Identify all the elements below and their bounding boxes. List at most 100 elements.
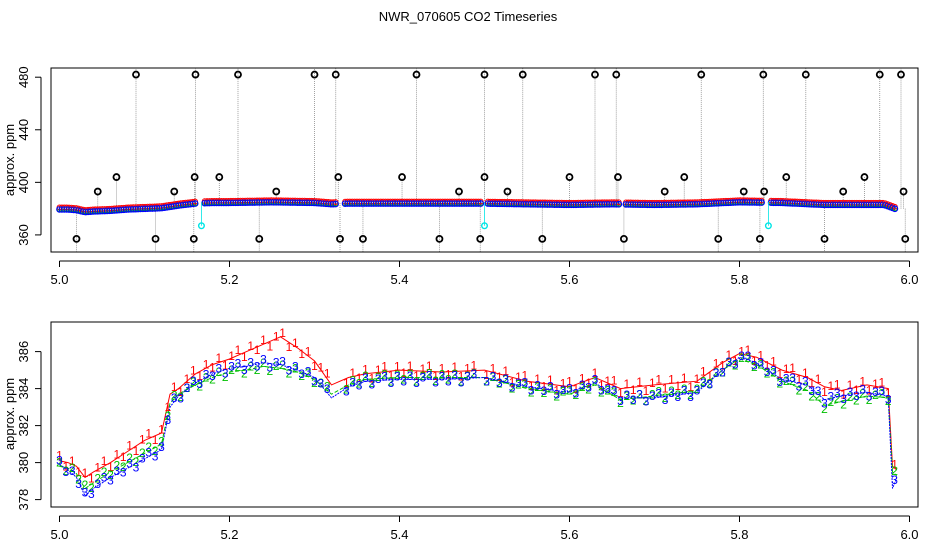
bottom-series-2-marker: 2 bbox=[751, 360, 758, 374]
bottom-series-2-marker: 2 bbox=[324, 380, 331, 394]
bottom-series-2-marker: 2 bbox=[381, 367, 388, 381]
bottom-series-2-marker: 2 bbox=[145, 440, 152, 454]
bottom-series-2-marker: 2 bbox=[528, 385, 535, 399]
bottom-series-2-marker: 2 bbox=[445, 373, 452, 387]
bottom-series-3-marker: 3 bbox=[190, 374, 197, 388]
bottom-series-2-marker: 2 bbox=[891, 464, 898, 478]
bottom-series-3-marker: 3 bbox=[726, 355, 733, 369]
top-plot-frame bbox=[50, 67, 919, 253]
top-outlier-high bbox=[875, 70, 884, 79]
bottom-series-3-marker: 3 bbox=[216, 361, 223, 375]
bottom-series-1-marker: 1 bbox=[190, 363, 197, 377]
bottom-series-1-marker: 1 bbox=[866, 383, 873, 397]
bottom-series-1-marker: 1 bbox=[553, 383, 560, 397]
bottom-series-1-marker: 1 bbox=[343, 376, 350, 390]
bottom-series-2-marker: 2 bbox=[177, 390, 184, 404]
bottom-series-1-marker: 1 bbox=[847, 378, 854, 392]
bottom-series-2-marker: 2 bbox=[745, 351, 752, 365]
bottom-series-1-marker: 1 bbox=[522, 368, 529, 382]
bottom-series-1-marker: 1 bbox=[732, 354, 739, 368]
bottom-series-3-marker: 3 bbox=[853, 389, 860, 403]
bottom-series-1-marker: 1 bbox=[770, 354, 777, 368]
top-outlier-high bbox=[310, 70, 319, 79]
bottom-series-2-marker: 2 bbox=[560, 385, 567, 399]
bottom-series-1-marker: 1 bbox=[789, 361, 796, 375]
top-outlier-high bbox=[759, 70, 768, 79]
bottom-series-1-marker: 1 bbox=[726, 348, 733, 362]
bottom-series-1-marker: 1 bbox=[713, 357, 720, 371]
top-outlier-high bbox=[331, 70, 340, 79]
bottom-series-1-marker: 1 bbox=[152, 433, 159, 447]
bottom-series-1-marker: 1 bbox=[840, 387, 847, 401]
bottom-series-3-marker: 3 bbox=[381, 369, 388, 383]
top-outlier-low bbox=[336, 234, 344, 243]
bottom-series-2-marker: 2 bbox=[126, 451, 133, 465]
top-outlier-low bbox=[435, 234, 444, 243]
bottom-series-3-marker: 3 bbox=[184, 381, 191, 395]
bottom-series-2-marker: 2 bbox=[349, 374, 356, 388]
bottom-series-2-marker: 2 bbox=[490, 370, 497, 384]
top-y-tick-label: 440 bbox=[16, 119, 31, 141]
bottom-series-3-marker: 3 bbox=[579, 378, 586, 392]
bottom-series-2-marker: 2 bbox=[764, 367, 771, 381]
bottom-series-3-marker: 3 bbox=[171, 391, 178, 405]
bottom-series-1-marker: 1 bbox=[145, 426, 152, 440]
top-outlier-mid bbox=[455, 187, 463, 196]
top-y-axis-label: approx. ppm bbox=[2, 124, 17, 196]
bottom-series-2-marker: 2 bbox=[439, 368, 446, 382]
bottom-series-2-marker: 2 bbox=[432, 374, 439, 388]
bottom-series-3-marker: 3 bbox=[681, 384, 688, 398]
bottom-series-2-marker: 2 bbox=[426, 367, 433, 381]
top-outlier-high bbox=[612, 70, 621, 79]
bottom-series-1-marker: 1 bbox=[598, 378, 605, 392]
bottom-series-1-marker: 1 bbox=[496, 370, 503, 384]
top-outlier-mid bbox=[565, 173, 574, 181]
bottom-series-2-marker: 2 bbox=[209, 373, 216, 387]
bottom-series-1-marker: 1 bbox=[547, 373, 554, 387]
bottom-series-2-marker: 2 bbox=[783, 374, 790, 388]
bottom-series-1-marker: 1 bbox=[879, 375, 886, 389]
bottom-series-2-marker: 2 bbox=[279, 358, 286, 372]
bottom-series-1-marker: 1 bbox=[324, 367, 331, 381]
bottom-series-1-marker: 1 bbox=[592, 366, 599, 380]
bottom-series-3-marker: 3 bbox=[821, 397, 828, 411]
bottom-series-3-marker: 3 bbox=[496, 376, 503, 390]
bottom-series-2-marker: 2 bbox=[451, 367, 458, 381]
bottom-series-2-marker: 2 bbox=[222, 370, 229, 384]
bottom-series-1-marker: 1 bbox=[292, 336, 299, 350]
bottom-series-2-marker: 2 bbox=[662, 391, 669, 405]
bottom-series-2-marker: 2 bbox=[247, 359, 254, 373]
bottom-series-2-marker: 2 bbox=[496, 377, 503, 391]
top-outlier-low bbox=[255, 234, 264, 243]
bottom-y-tick-label: 382 bbox=[16, 415, 31, 437]
bottom-series-3-marker: 3 bbox=[120, 466, 127, 480]
bottom-series-1-marker: 1 bbox=[853, 383, 860, 397]
bottom-series-2-marker: 2 bbox=[675, 388, 682, 402]
bottom-series-3-line bbox=[59, 356, 898, 497]
top-outlier-mid bbox=[782, 173, 791, 181]
bottom-series-3-marker: 3 bbox=[859, 383, 866, 397]
bottom-series-3-marker: 3 bbox=[611, 383, 618, 397]
top-outlier-high bbox=[412, 70, 421, 79]
bottom-series-3-marker: 3 bbox=[522, 375, 529, 389]
bottom-series-1-marker: 1 bbox=[356, 371, 363, 385]
bottom-series-2-marker: 2 bbox=[547, 381, 554, 395]
bottom-series-3-marker: 3 bbox=[553, 388, 560, 402]
bottom-series-2-marker: 2 bbox=[630, 394, 637, 408]
bottom-series-2-marker: 2 bbox=[420, 369, 427, 383]
top-point-series-3 bbox=[891, 205, 899, 213]
bottom-series-3-marker: 3 bbox=[732, 357, 739, 371]
bottom-series-1-marker: 1 bbox=[120, 450, 127, 464]
bottom-series-2-marker: 2 bbox=[75, 473, 82, 487]
bottom-series-1-marker: 1 bbox=[165, 400, 172, 414]
bottom-series-3-marker: 3 bbox=[292, 360, 299, 374]
bottom-series-3-marker: 3 bbox=[318, 376, 325, 390]
bottom-series-2-marker: 2 bbox=[885, 394, 892, 408]
bottom-series-3-marker: 3 bbox=[126, 457, 133, 471]
bottom-series-1-marker: 1 bbox=[643, 384, 650, 398]
top-outlier-mid bbox=[190, 173, 199, 181]
bottom-series-3-marker: 3 bbox=[133, 460, 140, 474]
bottom-series-3-marker: 3 bbox=[273, 355, 280, 369]
bottom-series-3-marker: 3 bbox=[241, 363, 248, 377]
